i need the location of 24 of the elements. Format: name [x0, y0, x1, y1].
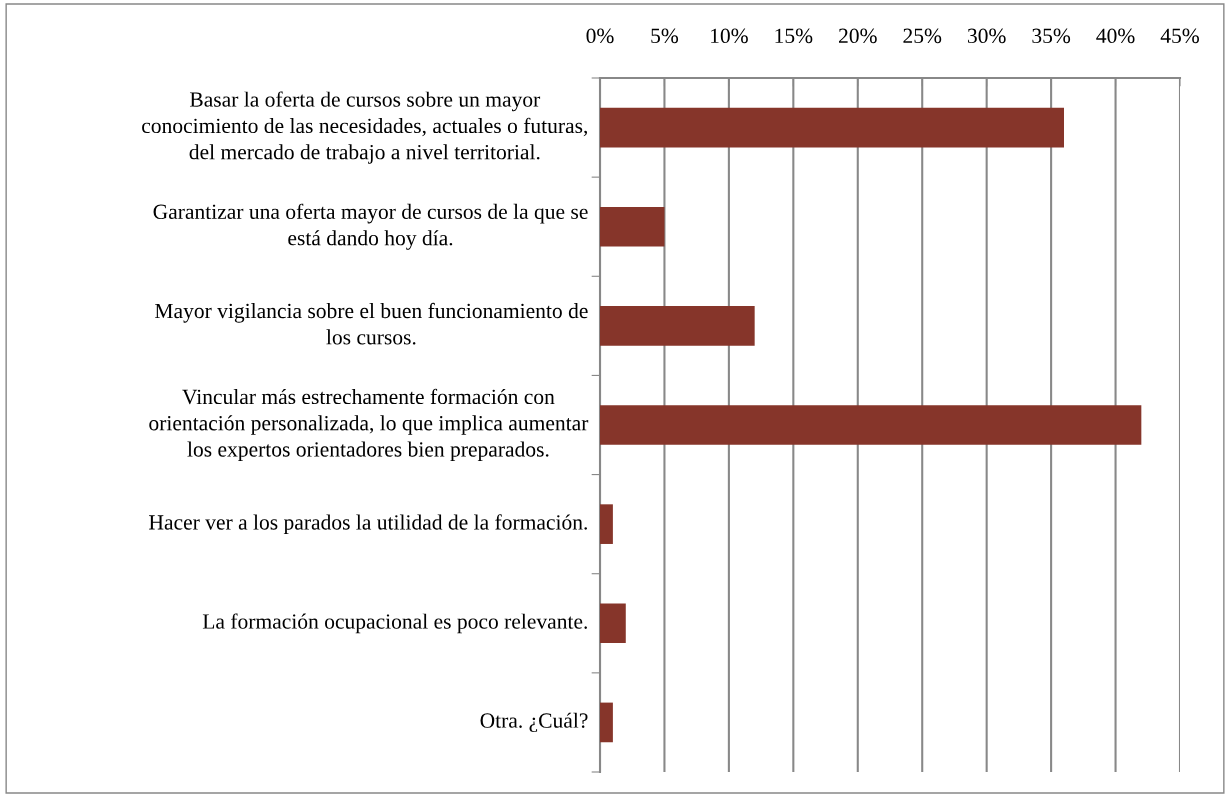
y-tick-label: Vincular más estrechamente formación con orientación personalizada, lo que implica aumentar los expertos orientadores bien preparados.	[149, 388, 589, 462]
x-tick-label: 0%	[586, 28, 614, 44]
y-tick-label: La formación ocupacional es poco relevante.	[202, 613, 587, 634]
x-tick-label: 10%	[711, 28, 748, 44]
bar	[600, 504, 613, 544]
x-tick-label: 25%	[903, 28, 942, 44]
bar	[600, 603, 626, 644]
x-tick-label: 15%	[775, 28, 813, 44]
y-tick-label: Basar la oferta de cursos sobre un mayor conocimiento de las necesidades, actuales o futuras, del mercado de trabajo a nivel territorial.	[142, 91, 588, 164]
x-tick-label: 40%	[1096, 28, 1135, 44]
bar	[600, 702, 613, 743]
x-tick-label: 5%	[651, 28, 679, 44]
bar	[600, 206, 665, 247]
bar	[600, 107, 1064, 148]
y-tick-label: Hacer ver a los parados la utilidad de la formación.	[149, 514, 587, 535]
y-tick-label: Garantizar una oferta mayor de cursos de la que se está dando hoy día.	[153, 203, 588, 250]
y-tick-label: Mayor vigilancia sobre el buen funcionamiento de los cursos.	[155, 302, 588, 345]
x-tick-label: 35%	[1032, 28, 1071, 44]
x-tick-label: 30%	[967, 28, 1006, 44]
x-tick-label: 45%	[1160, 28, 1199, 44]
x-tick-label: 20%	[838, 28, 877, 44]
y-tick-label: Otra. ¿Cuál?	[480, 712, 588, 733]
bar	[600, 405, 1142, 445]
bar	[600, 306, 755, 346]
